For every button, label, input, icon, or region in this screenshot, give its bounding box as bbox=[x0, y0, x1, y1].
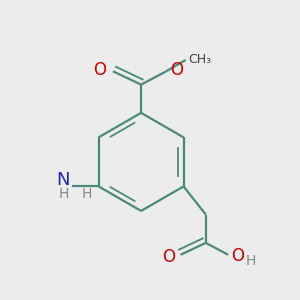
Text: N: N bbox=[56, 172, 70, 190]
Text: H: H bbox=[81, 187, 92, 201]
Text: O: O bbox=[162, 248, 175, 266]
Text: H: H bbox=[245, 254, 256, 268]
Text: CH₃: CH₃ bbox=[188, 52, 211, 66]
Text: O: O bbox=[170, 61, 183, 79]
Text: H: H bbox=[59, 187, 70, 201]
Text: O: O bbox=[231, 247, 244, 265]
Text: O: O bbox=[93, 61, 106, 79]
